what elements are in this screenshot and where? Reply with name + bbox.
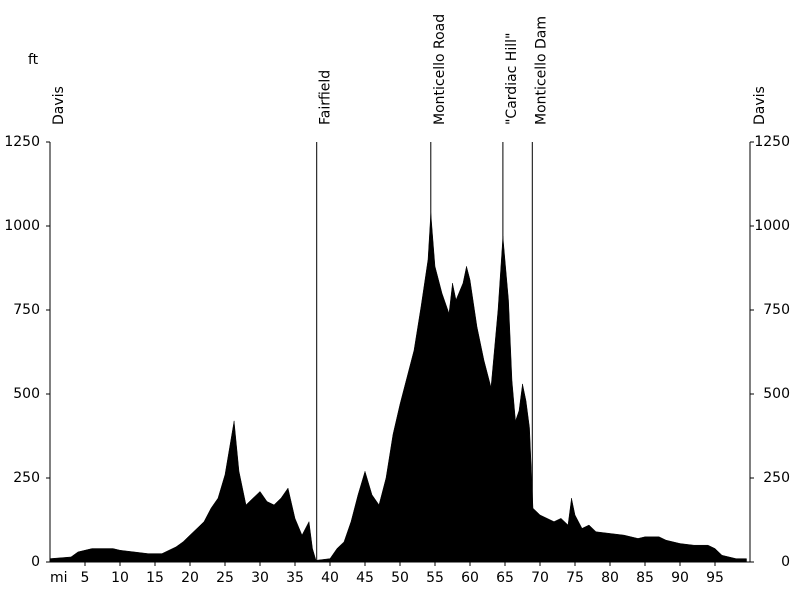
y2-tick-label: 250 bbox=[763, 470, 790, 486]
x-tick-label: 30 bbox=[251, 570, 269, 586]
y-unit: ft bbox=[28, 52, 39, 68]
x-tick-label: 80 bbox=[601, 570, 619, 586]
x-tick-label: 90 bbox=[671, 570, 689, 586]
y2-tick-label: 750 bbox=[763, 302, 790, 318]
x-tick-label: 35 bbox=[286, 570, 304, 586]
y2-tick-label: 500 bbox=[763, 386, 790, 402]
x-tick-label: 65 bbox=[496, 570, 514, 586]
place-label: Davis bbox=[752, 86, 768, 125]
place-label: Davis bbox=[51, 86, 67, 125]
place-label: Fairfield bbox=[318, 70, 334, 125]
x-tick-label: 40 bbox=[321, 570, 339, 586]
y-tick-label: 750 bbox=[13, 302, 40, 318]
y-tick-label: 250 bbox=[13, 470, 40, 486]
y-tick-label: 500 bbox=[13, 386, 40, 402]
y2-tick-label: 1000 bbox=[754, 218, 790, 234]
place-label: "Cardiac Hill" bbox=[504, 33, 520, 125]
x-unit: mi bbox=[50, 570, 68, 586]
place-label: Monticello Dam bbox=[533, 16, 549, 125]
y2-tick-label: 0 bbox=[781, 554, 790, 570]
x-tick-label: 50 bbox=[391, 570, 409, 586]
x-tick-label: 60 bbox=[461, 570, 479, 586]
y-tick-label: 1000 bbox=[4, 218, 40, 234]
x-tick-label: 75 bbox=[566, 570, 584, 586]
x-tick-label: 20 bbox=[181, 570, 199, 586]
x-tick-label: 45 bbox=[356, 570, 374, 586]
elevation-area bbox=[49, 212, 747, 563]
x-tick-label: 5 bbox=[81, 570, 90, 586]
x-tick-label: 95 bbox=[706, 570, 724, 586]
x-tick-label: 85 bbox=[636, 570, 654, 586]
x-tick-label: 10 bbox=[111, 570, 129, 586]
x-tick-label: 70 bbox=[531, 570, 549, 586]
x-tick-label: 55 bbox=[426, 570, 444, 586]
place-label: Monticello Road bbox=[432, 14, 448, 125]
x-tick-label: 25 bbox=[216, 570, 234, 586]
y-tick-label: 0 bbox=[31, 554, 40, 570]
x-tick-label: 15 bbox=[146, 570, 164, 586]
y-tick-label: 1250 bbox=[4, 134, 40, 150]
y2-tick-label: 1250 bbox=[754, 134, 790, 150]
